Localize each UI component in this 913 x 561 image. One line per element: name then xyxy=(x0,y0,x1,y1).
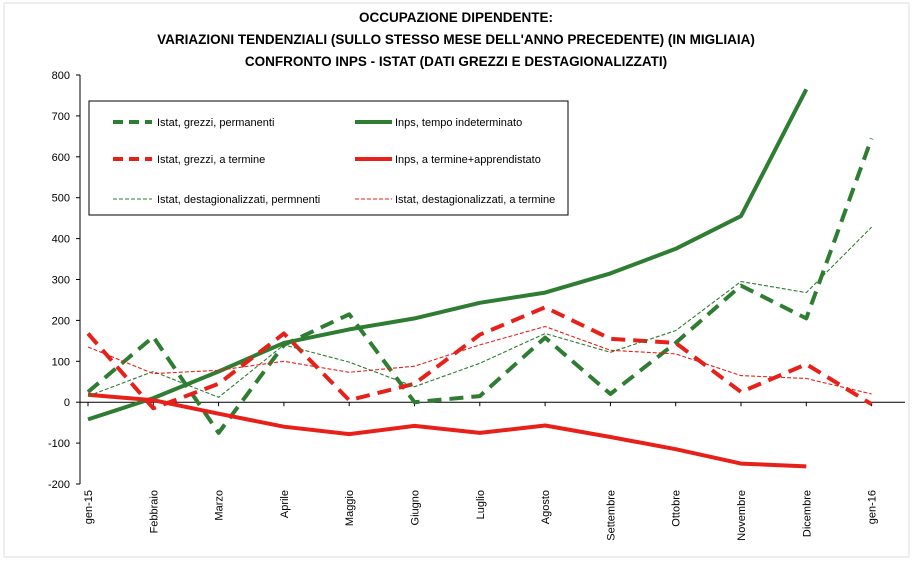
x-tick-label-giugno: Giugno xyxy=(410,490,422,525)
x-tick-label-gen-15: gen-15 xyxy=(83,490,95,524)
x-tick-label-agosto: Agosto xyxy=(540,490,552,524)
y-tick-label: 300 xyxy=(52,275,70,287)
legend-label-inps-tempo-indeterminato: Inps, tempo indeterminato xyxy=(395,117,522,129)
x-tick-label-marzo: Marzo xyxy=(214,490,226,521)
y-tick-label: 500 xyxy=(52,193,70,205)
series-line-istat-destagionalizzati-a-termine xyxy=(87,325,872,395)
chart-title-line-1: OCCUPAZIONE DIPENDENTE: xyxy=(359,10,553,25)
series-line-inps-tempo-indeterminato xyxy=(87,88,809,422)
series-line-istat-grezzi-permanenti xyxy=(86,137,874,435)
y-tick-label: -100 xyxy=(48,438,70,450)
legend-box xyxy=(88,100,569,216)
y-tick-label: 600 xyxy=(52,152,70,164)
x-tick-label-luglio: Luglio xyxy=(475,490,487,519)
x-tick-label-novembre: Novembre xyxy=(736,490,748,541)
series-line-istat-grezzi-a-termine xyxy=(86,305,873,411)
y-tick-label: 800 xyxy=(52,70,70,82)
chart-title-line-3: CONFRONTO INPS - ISTAT (DATI GREZZI E DE… xyxy=(245,54,667,69)
series-lines xyxy=(86,88,874,469)
y-tick-label: 0 xyxy=(64,397,70,409)
legend-label-istat-grezzi-permanenti: Istat, grezzi, permanenti xyxy=(157,117,274,129)
y-tick-label: 100 xyxy=(52,356,70,368)
x-tick-label-ottobre: Ottobre xyxy=(671,490,683,527)
legend-label-istat-grezzi-a-termine: Istat, grezzi, a termine xyxy=(157,154,265,166)
y-tick-label: 200 xyxy=(52,315,70,327)
x-tick-label-aprile: Aprile xyxy=(279,490,291,518)
x-tick-label-febbraio: Febbraio xyxy=(148,490,160,533)
x-tick-label-dicembre: Dicembre xyxy=(801,490,813,537)
y-tick-label: -200 xyxy=(48,479,70,491)
legend-label-istat-destagionalizzati-permnenti: Istat, destagionalizzati, permnenti xyxy=(157,194,320,206)
y-tick-label: 700 xyxy=(52,111,70,123)
chart-title-line-2: VARIAZIONI TENDENZIALI (SULLO STESSO MES… xyxy=(157,32,755,47)
legend-label-inps-a-termine-apprendistato: Inps, a termine+apprendistato xyxy=(395,154,541,166)
series-line-istat-destagionalizzati-permnenti xyxy=(87,226,872,398)
series-line-inps-a-termine-apprendistato xyxy=(87,392,807,469)
legend: Istat, grezzi, permanenti Inps, tempo ind… xyxy=(88,100,569,216)
chart-frame xyxy=(3,2,910,558)
y-tick-label: 400 xyxy=(52,234,70,246)
legend-label-istat-destagionalizzati-a-termine: Istat, destagionalizzati, a termine xyxy=(395,194,555,206)
x-tick-label-gen-16: gen-16 xyxy=(867,490,879,524)
x-tick-label-maggio: Maggio xyxy=(344,490,356,526)
axes: -200 -100 0 100 200 300 400 500 600 700 800 gen-15 F… xyxy=(48,70,905,541)
x-tick-label-settembre: Settembre xyxy=(605,490,617,541)
